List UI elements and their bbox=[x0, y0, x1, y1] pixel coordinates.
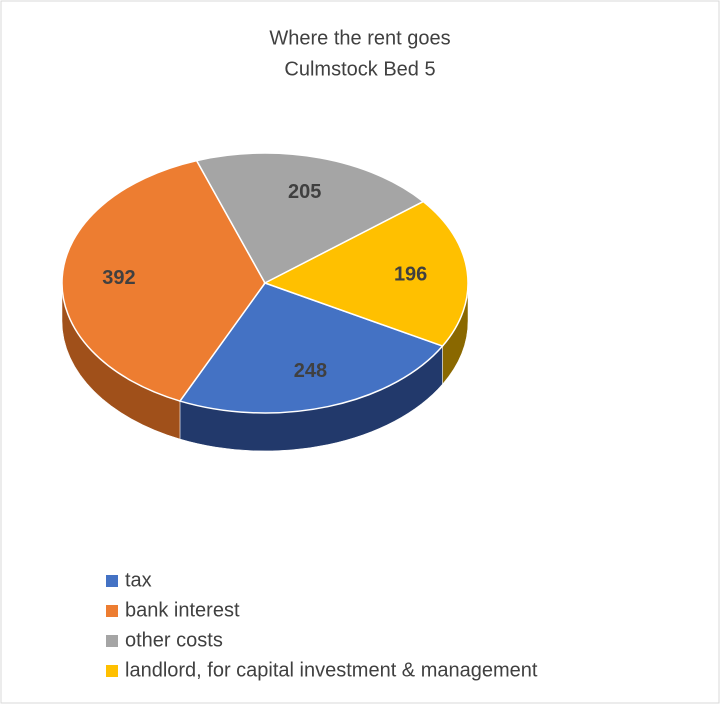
legend: tax bank interest other costs landlord, for… bbox=[106, 569, 538, 681]
legend-label: landlord, for capital investment & manag… bbox=[125, 659, 538, 681]
legend-swatch bbox=[106, 665, 118, 677]
legend-swatch bbox=[106, 605, 118, 617]
legend-label: tax bbox=[125, 569, 152, 591]
data-label: 196 bbox=[394, 263, 427, 285]
chart-title: Where the rent goes bbox=[269, 27, 450, 49]
data-label: 248 bbox=[294, 360, 327, 382]
legend-swatch bbox=[106, 635, 118, 647]
pie-slice bbox=[195, 152, 425, 284]
chart-subtitle: Culmstock Bed 5 bbox=[284, 58, 435, 80]
pie-slice bbox=[263, 200, 469, 347]
pie-slice bbox=[61, 159, 266, 402]
data-label: 392 bbox=[102, 267, 135, 289]
legend-swatch bbox=[106, 575, 118, 587]
pie-tops bbox=[61, 152, 469, 414]
legend-label: bank interest bbox=[125, 599, 240, 621]
data-label: 205 bbox=[288, 181, 321, 203]
pie-slice bbox=[178, 282, 444, 414]
data-labels: 248 392 205 196 bbox=[102, 181, 427, 382]
legend-label: other costs bbox=[125, 629, 223, 651]
